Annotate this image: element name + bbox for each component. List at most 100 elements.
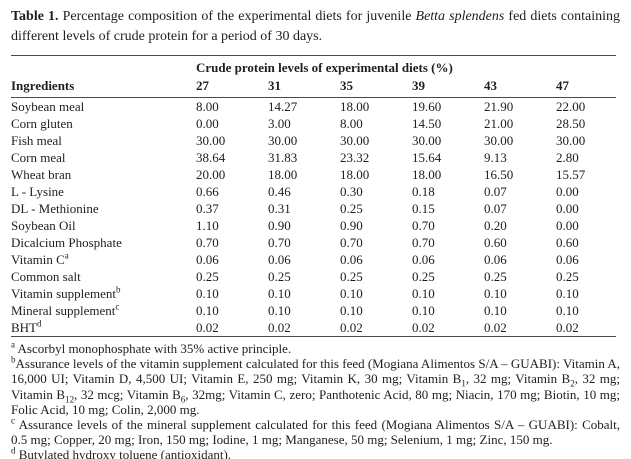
value-cell: 0.25 <box>340 201 363 216</box>
table-row: Dicalcium Phosphate 0.70 0.70 0.70 0.70 0.60 0… <box>11 234 616 251</box>
value-cell: 0.07 <box>484 184 507 199</box>
value-cell: 0.25 <box>340 269 363 284</box>
value-cell: 23.32 <box>340 150 370 165</box>
ingredients-tbody: Soybean meal 8.00 14.27 18.00 19.60 21.90 22.0… <box>11 98 616 337</box>
footnote-b: bAssurance levels of the vitamin supplem… <box>11 354 621 417</box>
value-cell: 0.00 <box>556 201 579 216</box>
ingredient-cell: Wheat bran <box>11 167 72 182</box>
value-cell: 0.15 <box>412 201 435 216</box>
value-cell: 30.00 <box>340 133 370 148</box>
span-header-row: Crude protein levels of experimental die… <box>11 56 616 78</box>
value-cell: 0.25 <box>268 269 291 284</box>
value-cell: 0.90 <box>268 218 291 233</box>
value-cell: 0.10 <box>484 303 507 318</box>
value-cell: 1.10 <box>196 218 219 233</box>
table-row: Vitamin supplementb 0.10 0.10 0.10 0.10 0.10 0… <box>11 285 616 302</box>
value-cell: 8.00 <box>196 99 219 114</box>
value-cell: 0.10 <box>412 303 435 318</box>
value-cell: 0.10 <box>268 286 291 301</box>
value-cell: 3.00 <box>268 116 291 131</box>
value-cell: 0.02 <box>412 320 435 335</box>
footnote-c: c Assurance levels of the mineral supple… <box>11 415 620 448</box>
footnote-marker: b <box>116 284 121 295</box>
value-cell: 0.70 <box>196 235 219 250</box>
value-cell: 20.00 <box>196 167 226 182</box>
table-row: Wheat bran 20.00 18.00 18.00 18.00 16.50 15.57 <box>11 166 616 183</box>
value-cell: 0.06 <box>340 252 363 267</box>
table-row: Soybean Oil 1.10 0.90 0.90 0.70 0.20 0.00 <box>11 217 616 234</box>
table-header: Crude protein levels of experimental die… <box>11 56 617 98</box>
value-cell: 18.00 <box>412 167 442 182</box>
value-cell: 22.00 <box>556 99 586 114</box>
value-cell: 0.10 <box>484 286 507 301</box>
value-cell: 0.06 <box>268 252 291 267</box>
value-cell: 30.00 <box>556 133 586 148</box>
ingredient-cell: Mineral supplementc <box>11 301 120 318</box>
table-row: Corn gluten 0.00 3.00 8.00 14.50 21.00 28.50 <box>11 115 616 132</box>
value-cell: 15.57 <box>556 167 586 182</box>
ingredient-cell: Vitamin Ca <box>11 250 69 267</box>
ingredient-cell: Common salt <box>11 269 81 284</box>
value-cell: 0.31 <box>268 201 291 216</box>
table-row: Common salt 0.25 0.25 0.25 0.25 0.25 0.25 <box>11 268 616 285</box>
value-cell: 0.70 <box>340 235 363 250</box>
table-row: Mineral supplementc 0.10 0.10 0.10 0.10 0.10 0… <box>11 302 616 319</box>
value-cell: 0.00 <box>556 218 579 233</box>
footnote-a: a Ascorbyl monophosphate with 35% active… <box>11 339 292 356</box>
value-cell: 0.02 <box>196 320 219 335</box>
value-cell: 8.00 <box>340 116 363 131</box>
value-cell: 0.02 <box>268 320 291 335</box>
empty-header-cell <box>11 56 196 78</box>
value-cell: 14.27 <box>268 99 298 114</box>
value-cell: 0.46 <box>268 184 291 199</box>
value-cell: 0.37 <box>196 201 219 216</box>
value-cell: 0.02 <box>484 320 507 335</box>
table-row: Vitamin Ca 0.06 0.06 0.06 0.06 0.06 0.06 <box>11 251 616 268</box>
value-cell: 0.02 <box>340 320 363 335</box>
value-cell: 0.10 <box>556 286 579 301</box>
ingredient-cell: Corn gluten <box>11 116 73 131</box>
value-cell: 0.25 <box>484 269 507 284</box>
value-cell: 0.25 <box>412 269 435 284</box>
value-cell: 0.90 <box>340 218 363 233</box>
footnote-d: d Butylated hydroxy toluene (antioxidant… <box>11 446 232 459</box>
ingredient-cell: BHTd <box>11 318 42 335</box>
diet-composition-table: Crude protein levels of experimental die… <box>11 55 617 337</box>
value-cell: 0.10 <box>340 286 363 301</box>
value-cell: 30.00 <box>484 133 514 148</box>
value-cell: 0.10 <box>412 286 435 301</box>
value-cell: 0.00 <box>556 184 579 199</box>
protein-level-header: 31 <box>268 77 340 98</box>
value-cell: 38.64 <box>196 150 226 165</box>
value-cell: 19.60 <box>412 99 442 114</box>
value-cell: 0.70 <box>412 235 435 250</box>
protein-level-header: 47 <box>556 77 617 98</box>
value-cell: 0.25 <box>196 269 219 284</box>
value-cell: 0.06 <box>484 252 507 267</box>
value-cell: 21.90 <box>484 99 514 114</box>
value-cell: 0.20 <box>484 218 507 233</box>
value-cell: 30.00 <box>268 133 298 148</box>
value-cell: 0.10 <box>556 303 579 318</box>
protein-level-header: 27 <box>196 77 268 98</box>
protein-level-header: 39 <box>412 77 484 98</box>
footnote-marker: d <box>37 318 42 329</box>
footnotes: a Ascorbyl monophosphate with 35% active… <box>11 339 621 459</box>
value-cell: 0.10 <box>268 303 291 318</box>
value-cell: 9.13 <box>484 150 507 165</box>
value-cell: 0.70 <box>412 218 435 233</box>
table-row: BHTd 0.02 0.02 0.02 0.02 0.02 0.02 <box>11 319 616 337</box>
value-cell: 2.80 <box>556 150 579 165</box>
value-cell: 0.10 <box>196 303 219 318</box>
value-cell: 0.25 <box>556 269 579 284</box>
protein-level-header: 35 <box>340 77 412 98</box>
ingredient-cell: Soybean Oil <box>11 218 76 233</box>
value-cell: 15.64 <box>412 150 442 165</box>
ingredient-cell: Soybean meal <box>11 99 85 114</box>
value-cell: 30.00 <box>196 133 226 148</box>
value-cell: 0.02 <box>556 320 579 335</box>
ingredient-cell: Fish meal <box>11 133 62 148</box>
table-row: Corn meal 38.64 31.83 23.32 15.64 9.13 2.80 <box>11 149 616 166</box>
ingredient-cell: DL - Methionine <box>11 201 99 216</box>
